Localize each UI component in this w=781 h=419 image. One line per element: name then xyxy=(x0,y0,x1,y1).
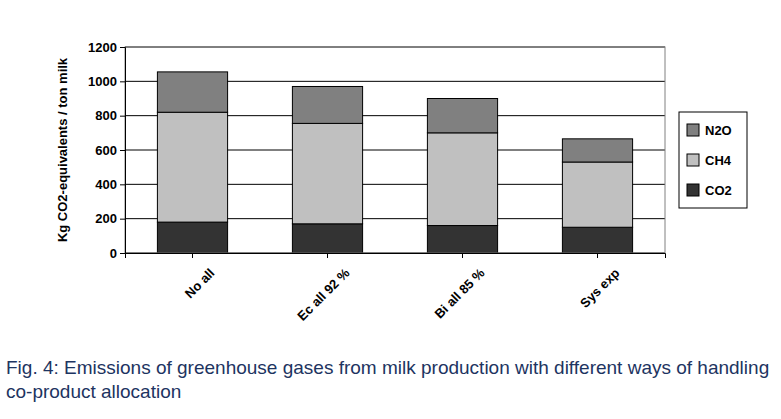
legend-swatch xyxy=(687,154,699,166)
x-tick-mark xyxy=(192,253,193,258)
x-tick: Sys exp xyxy=(577,253,622,311)
y-tick: 200 xyxy=(95,211,125,226)
x-tick: Ec all 92 % xyxy=(294,253,352,324)
y-tick-label: 0 xyxy=(110,246,117,261)
caption: Fig. 4: Emissions of greenhouse gases fr… xyxy=(6,356,776,404)
y-tick-label: 600 xyxy=(95,143,117,158)
x-tick-label: Bi all 85 % xyxy=(431,265,487,321)
bar-segment xyxy=(562,139,632,162)
y-tick-mark xyxy=(120,150,125,151)
chart: 0 200 400 600 800 1000 1200 No all Ec all 92 % Bi… xyxy=(0,0,781,350)
y-axis: 0 200 400 600 800 1000 1200 xyxy=(88,40,125,261)
y-tick-mark xyxy=(120,116,125,117)
legend-box xyxy=(679,112,747,208)
series-bars xyxy=(157,72,632,162)
bar-segment xyxy=(427,226,497,253)
y-tick: 1000 xyxy=(88,74,125,89)
y-tick-mark xyxy=(120,81,125,82)
legend-label: CH4 xyxy=(705,153,732,168)
x-tick-label: Sys exp xyxy=(577,265,622,310)
x-axis: No all Ec all 92 % Bi all 85 % Sys exp xyxy=(126,253,666,324)
bar-segment xyxy=(562,162,632,227)
bar-segment xyxy=(292,224,362,253)
legend-label: CO2 xyxy=(705,183,732,198)
y-tick-mark xyxy=(120,184,125,185)
y-tick-label: 800 xyxy=(95,108,117,123)
y-tick-mark xyxy=(120,253,125,254)
grid xyxy=(125,47,665,253)
series-bars xyxy=(157,222,632,253)
bar-segment xyxy=(157,222,227,253)
x-tick-mark xyxy=(462,253,463,258)
x-tick-label: No all xyxy=(182,265,218,301)
bar-segment xyxy=(562,227,632,253)
bar-segment xyxy=(427,99,497,133)
y-tick-mark xyxy=(120,47,125,48)
y-tick: 400 xyxy=(95,177,125,192)
y-axis-title: Kg CO2-equivalents / ton milk xyxy=(55,57,70,242)
plot: 0 200 400 600 800 1000 1200 No all Ec all 92 % Bi… xyxy=(88,40,665,324)
y-tick: 600 xyxy=(95,143,125,158)
x-tick: Bi all 85 % xyxy=(431,253,487,321)
bars xyxy=(157,72,632,253)
y-tick-label: 1200 xyxy=(88,40,117,55)
x-tick-mark xyxy=(327,253,328,258)
bar-segment xyxy=(157,112,227,222)
x-tick: No all xyxy=(182,253,218,301)
bar-segment xyxy=(157,72,227,112)
x-tick-mark xyxy=(597,253,598,258)
legend-swatch xyxy=(687,124,699,136)
y-tick-label: 200 xyxy=(95,211,117,226)
y-tick: 1200 xyxy=(88,40,125,55)
y-tick-mark xyxy=(120,219,125,220)
bar-segment xyxy=(292,123,362,223)
legend-swatch xyxy=(687,184,699,196)
legend-label: N2O xyxy=(705,123,732,138)
y-tick-label: 400 xyxy=(95,177,117,192)
plot-frame xyxy=(125,47,665,253)
y-tick: 0 xyxy=(110,246,125,261)
series-bars xyxy=(157,112,632,227)
y-axis-line xyxy=(120,48,126,254)
x-axis-line xyxy=(126,254,666,259)
bar-segment xyxy=(427,133,497,226)
bar-segment xyxy=(292,86,362,123)
legend: N2O CH4 CO2 xyxy=(679,112,747,208)
y-tick-label: 1000 xyxy=(88,74,117,89)
x-tick-label: Ec all 92 % xyxy=(294,265,352,323)
y-tick: 800 xyxy=(95,108,125,123)
